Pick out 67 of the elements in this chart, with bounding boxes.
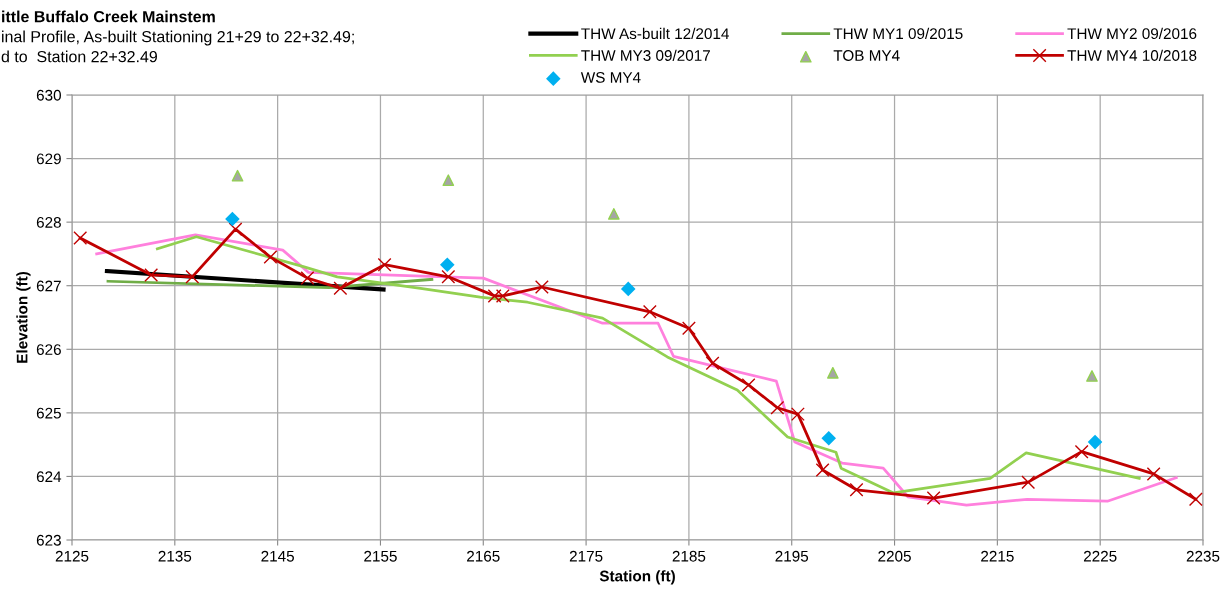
y-tick-label: 628 [36,217,61,228]
y-tick-label: 623 [36,534,61,546]
legend-label: THW MY1 09/2015 [833,27,963,40]
point [827,366,839,379]
point [705,356,720,371]
point [1086,370,1098,382]
legend-label: WS MY4 [580,72,641,83]
x-tick-label: 2235 [1186,550,1220,562]
point [1188,492,1203,507]
point [441,269,456,284]
legend-label: THW MY2 09/2016 [1067,27,1197,40]
point [225,211,240,227]
x-tick-label: 2205 [878,550,911,562]
point [1074,444,1089,459]
y-tick-label: 625 [36,407,61,419]
point [790,407,805,422]
x-tick-label: 2145 [261,550,294,562]
point [1021,475,1036,490]
point [228,222,243,237]
point [231,169,244,182]
legend-label: THW MY4 10/2018 [1067,49,1197,61]
point [620,281,636,297]
x-tick-label: 2135 [158,550,192,562]
text: d to Station 22+32.49 [1,50,157,63]
chart-title: ittle Buffalo Creek Mainstem [2,10,215,23]
point [741,377,756,392]
legend-label: THW MY3 09/2017 [581,49,710,61]
point [608,208,620,220]
point [926,491,941,505]
x-tick-label: 2125 [55,550,89,562]
y-tick-label: 630 [36,89,61,101]
point [442,174,455,187]
point [185,269,200,284]
point [73,231,88,245]
legend-label: THW As-built 12/2014 [581,27,729,40]
chart-subtitle: inal Profile, As-built Stationing 21+29 to 22+32.49; [2,30,354,46]
point [144,267,159,282]
x-tick-label: 2155 [364,550,397,562]
point [1087,434,1103,450]
x-tick-label: 2165 [467,550,500,562]
x-tick-label: 2175 [569,550,603,562]
x-axis-title: Station (ft) [599,570,675,585]
y-tick-label: 629 [36,153,61,165]
point [487,288,502,303]
point [821,431,837,446]
x-tick-label: 2215 [981,550,1014,562]
point [1146,466,1161,481]
y-tick-label: 624 [36,471,62,483]
point [377,257,392,272]
x-tick-label: 2195 [775,550,809,562]
point [495,288,510,303]
x-tick-label: 2225 [1083,550,1117,562]
x-tick-label: 2185 [672,550,706,562]
point [333,281,348,296]
point [815,463,830,478]
legend-label: TOB MY4 [833,50,900,61]
point [263,250,278,265]
point [300,271,315,286]
y-tick-label: 627 [36,280,61,292]
y-tick-label: 626 [36,344,61,355]
y-axis-title: Elevation (ft) [16,272,31,363]
point [440,257,455,273]
point [681,321,696,336]
point [642,304,657,319]
point [534,280,549,294]
point [770,400,785,415]
point [849,482,864,497]
